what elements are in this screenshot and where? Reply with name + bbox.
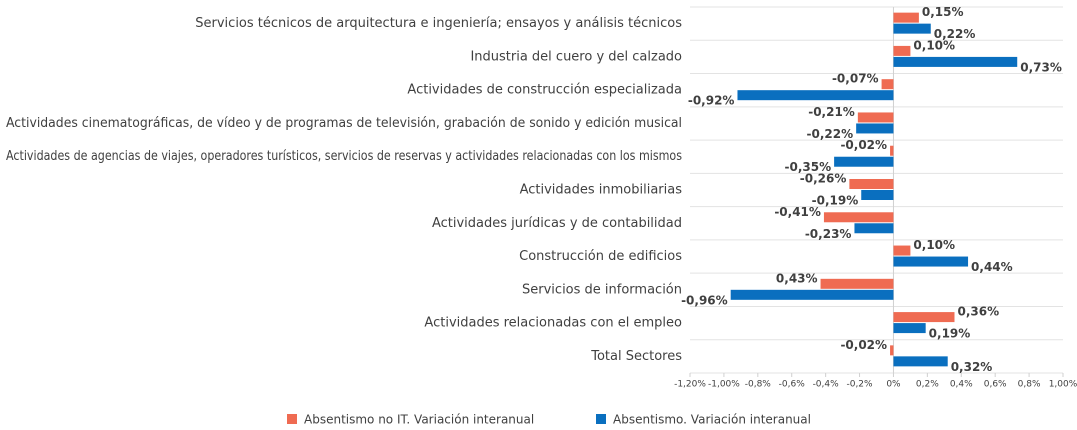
- bar: [893, 45, 911, 56]
- category-label: Industria del cuero y del calzado: [470, 49, 682, 64]
- value-label: -0,92%: [688, 94, 735, 108]
- bar: [893, 312, 955, 323]
- bar: [893, 323, 926, 334]
- legend-label: Absentismo. Variación interanual: [613, 413, 811, 427]
- value-label: 0,10%: [913, 238, 955, 252]
- bar: [893, 356, 948, 367]
- value-label: -0,19%: [812, 194, 859, 208]
- bar: [820, 278, 894, 289]
- x-tick-label: 0,4%: [950, 380, 973, 390]
- category-label: Actividades relacionadas con el empleo: [424, 316, 682, 331]
- legend-swatch: [596, 414, 606, 424]
- bar: [834, 156, 894, 167]
- category-label: Servicios técnicos de arquitectura e ing…: [195, 16, 682, 31]
- value-label: 0,44%: [971, 260, 1013, 274]
- bar: [890, 345, 894, 356]
- legend-label: Absentismo no IT. Variación interanual: [304, 413, 534, 427]
- legend-swatch: [287, 414, 297, 424]
- value-label: 0,22%: [934, 27, 976, 41]
- value-label: -0,02%: [840, 138, 887, 152]
- value-label: -0,21%: [808, 105, 855, 119]
- x-tick-label: -1,20%: [674, 380, 706, 390]
- category-label: Construcción de edificios: [519, 249, 682, 264]
- value-label: 0,73%: [1020, 60, 1062, 74]
- value-label: -0,26%: [800, 172, 847, 186]
- value-label: -0,07%: [832, 72, 879, 86]
- category-label: Actividades de agencias de viajes, opera…: [6, 149, 682, 164]
- bar: [861, 190, 894, 200]
- bar: [893, 256, 969, 267]
- value-label: -0,23%: [805, 227, 852, 241]
- value-label: 0,15%: [922, 5, 964, 19]
- category-label: Servicios de información: [522, 282, 682, 297]
- category-label: Actividades inmobiliarias: [520, 183, 683, 198]
- bar: [854, 223, 894, 234]
- value-label: -0,02%: [840, 338, 887, 352]
- value-label: 0,36%: [957, 305, 999, 319]
- category-label: Actividades cinematográficas, de vídeo y…: [6, 116, 682, 131]
- value-label: 0,43%: [776, 271, 818, 285]
- bar: [849, 179, 894, 189]
- value-label: -0,22%: [807, 127, 854, 141]
- x-tick-label: -0,4%: [813, 380, 840, 390]
- x-tick-label: 0%: [886, 380, 901, 390]
- x-tick-label: 0,8%: [1018, 380, 1041, 390]
- bar: [893, 23, 931, 34]
- x-tick-label: 1,00%: [1049, 380, 1077, 390]
- category-label: Actividades jurídicas y de contabilidad: [432, 216, 682, 231]
- x-tick-label: -0,6%: [779, 380, 806, 390]
- bar: [730, 289, 894, 300]
- value-label: -0,35%: [784, 160, 831, 174]
- bar: [881, 79, 894, 90]
- bar: [857, 112, 894, 123]
- x-tick-label: 0,2%: [916, 380, 939, 390]
- x-tick-label: -1,00%: [708, 380, 740, 390]
- bar: [737, 90, 894, 101]
- value-label: -0,96%: [681, 293, 728, 307]
- bar: [893, 12, 919, 23]
- value-label: 0,32%: [951, 360, 993, 374]
- category-label: Total Sectores: [590, 349, 682, 364]
- bar: [856, 123, 894, 134]
- x-tick-label: 0,6%: [984, 380, 1007, 390]
- bar: [893, 56, 1018, 67]
- x-tick-label: -0,2%: [846, 380, 873, 390]
- category-label: Actividades de construcción especializad…: [407, 83, 682, 98]
- value-label: -0,41%: [774, 205, 821, 219]
- value-label: 0,10%: [913, 38, 955, 52]
- bar: [890, 145, 894, 156]
- bar: [893, 245, 911, 256]
- x-tick-label: -0,8%: [745, 380, 772, 390]
- bar: [823, 212, 894, 223]
- value-label: 0,19%: [929, 327, 971, 341]
